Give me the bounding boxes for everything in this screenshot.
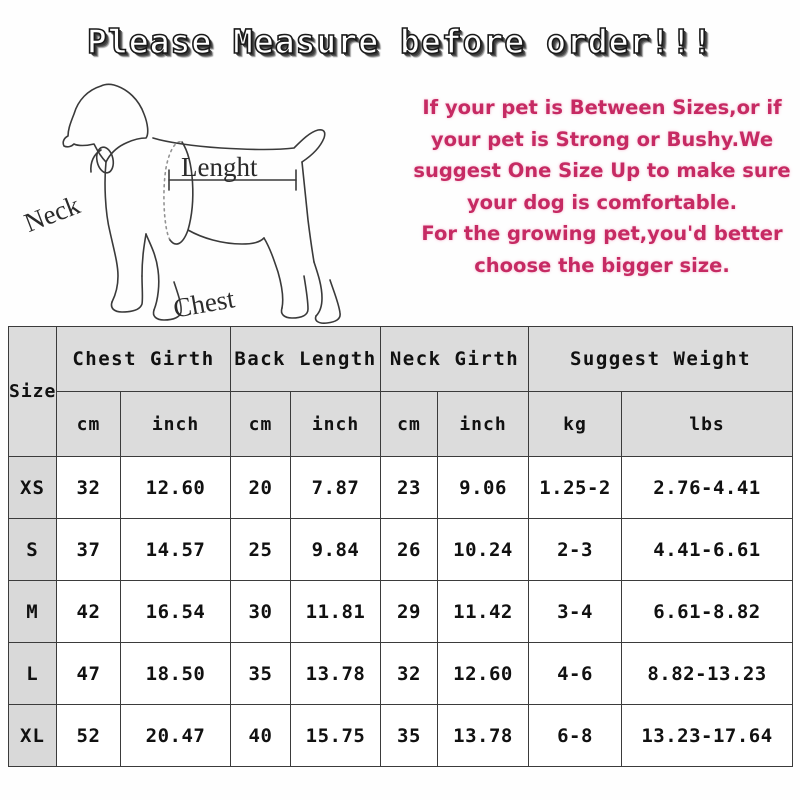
cell-back-cm: 35 [230,642,291,705]
dog-outline-illustration [62,83,341,324]
advice-line: choose the bigger size. [474,253,730,277]
dog-head-path [62,83,149,163]
table-row: S 37 14.57 25 9.84 26 10.24 2-3 4.41-6.61 [8,518,794,581]
page-title: Please Measure before order!!! [86,21,714,62]
dog-measurement-diagram: Neck Lenght Chest [6,62,406,324]
dog-neck-front [90,149,102,173]
cell-back-in: 9.84 [290,518,381,581]
table-header-row-units: cm inch cm inch cm inch kg lbs [9,391,794,457]
cell-back-cm: 25 [230,518,291,581]
header-unit-back-cm: cm [230,391,291,457]
cell-chest-cm: 42 [56,580,121,643]
cell-back-in: 11.81 [290,580,381,643]
header-group-suggest-weight: Suggest Weight [528,326,794,392]
table-header: Size Chest Girth Back Length Neck Girth … [8,326,794,457]
table-row: M 42 16.54 30 11.81 29 11.42 3-4 6.61-8.82 [8,580,794,643]
advice-line: your pet is Strong or Bushy.We [430,127,774,151]
header-unit-weight-kg: kg [528,391,623,457]
title-banner: Please Measure before order!!! [0,21,800,62]
cell-weight-lbs: 2.76-4.41 [621,456,794,519]
dog-chest-ring-back [163,141,183,241]
advice-line: your dog is comfortable. [466,190,738,214]
cell-chest-in: 12.60 [120,456,231,519]
cell-size: S [8,518,57,581]
advice-line: For the growing pet,you'd better [421,222,783,246]
dog-hind-leg-right-lower [313,261,323,317]
cell-neck-cm: 35 [380,704,438,767]
header-unit-weight-lbs: lbs [621,391,794,457]
cell-size: M [8,580,57,643]
cell-back-cm: 40 [230,704,291,767]
table-header-row-groups: Size Chest Girth Back Length Neck Girth … [8,326,794,457]
dog-neck-ring [95,146,115,174]
cell-weight-lbs: 8.82-13.23 [621,642,794,705]
cell-back-in: 13.78 [290,642,381,705]
size-chart-table: Size Chest Girth Back Length Neck Girth … [8,326,794,767]
cell-weight-lbs: 13.23-17.64 [621,704,794,767]
cell-chest-in: 16.54 [120,580,231,643]
cell-chest-cm: 32 [56,456,121,519]
advice-line: suggest One Size Up to make sure [413,159,791,183]
cell-neck-cm: 29 [380,580,438,643]
header-unit-neck-inch: inch [436,391,530,457]
cell-back-cm: 20 [230,456,291,519]
cell-weight-lbs: 6.61-8.82 [621,580,794,643]
header-group-neck-girth: Neck Girth [379,326,530,392]
cell-neck-in: 12.60 [436,642,530,705]
cell-neck-cm: 23 [380,456,438,519]
header-unit-back-inch: inch [290,391,381,457]
header-unit-chest-inch: inch [120,391,231,457]
dog-front-leg-left [104,161,119,303]
cell-neck-in: 13.78 [436,704,530,767]
dog-back-tail [152,129,326,163]
cell-chest-in: 20.47 [120,704,231,767]
cell-chest-cm: 47 [56,642,121,705]
header-group-chest-girth: Chest Girth [56,326,231,392]
cell-size: L [8,642,57,705]
cell-chest-in: 14.57 [120,518,231,581]
table-row: XL 52 20.47 40 15.75 35 13.78 6-8 13.23-17.64 [8,704,794,767]
dog-hind-paw-left [280,275,309,319]
cell-weight-kg: 2-3 [528,518,623,581]
dog-front-paw-right [152,281,182,321]
cell-neck-in: 9.06 [436,456,530,519]
dog-front-leg-right-lower [145,233,160,311]
cell-chest-in: 18.50 [120,642,231,705]
cell-back-in: 15.75 [290,704,381,767]
header-unit-neck-cm: cm [380,391,438,457]
cell-neck-cm: 26 [380,518,438,581]
cell-size: XS [8,456,57,519]
advice-line: If your pet is Between Sizes,or if [422,96,782,119]
cell-weight-kg: 1.25-2 [528,456,623,519]
cell-weight-lbs: 4.41-6.61 [621,518,794,581]
dog-front-paw-left [110,275,144,313]
table-row: L 47 18.50 35 13.78 32 12.60 4-6 8.82-13.23 [8,642,794,705]
header-unit-chest-cm: cm [56,391,121,457]
dog-hind-paw-right [314,279,341,324]
dog-front-leg-right [141,233,147,277]
diagram-label-length: Lenght [181,152,258,182]
cell-neck-in: 11.42 [436,580,530,643]
cell-weight-kg: 3-4 [528,580,623,643]
cell-chest-cm: 52 [56,704,121,767]
sizing-advice-text: If your pet is Between Sizes,or if your … [408,92,796,281]
cell-neck-in: 10.24 [436,518,530,581]
cell-size: XL [8,704,57,767]
table-body: XS 32 12.60 20 7.87 23 9.06 1.25-2 2.76-4.41 S 37 1… [8,456,794,767]
cell-weight-kg: 4-6 [528,642,623,705]
cell-weight-kg: 6-8 [528,704,623,767]
dog-hind-leg-right [301,161,315,263]
cell-chest-cm: 37 [56,518,121,581]
header-size: Size [8,326,57,457]
cell-back-in: 7.87 [290,456,381,519]
dog-belly [187,229,265,245]
size-table-container: Size Chest Girth Back Length Neck Girth … [8,326,794,767]
cell-neck-cm: 32 [380,642,438,705]
table-row: XS 32 12.60 20 7.87 23 9.06 1.25-2 2.76-4.41 [8,456,794,519]
header-group-back-length: Back Length [230,326,381,392]
cell-back-cm: 30 [230,580,291,643]
dog-hind-leg-left [263,237,284,309]
